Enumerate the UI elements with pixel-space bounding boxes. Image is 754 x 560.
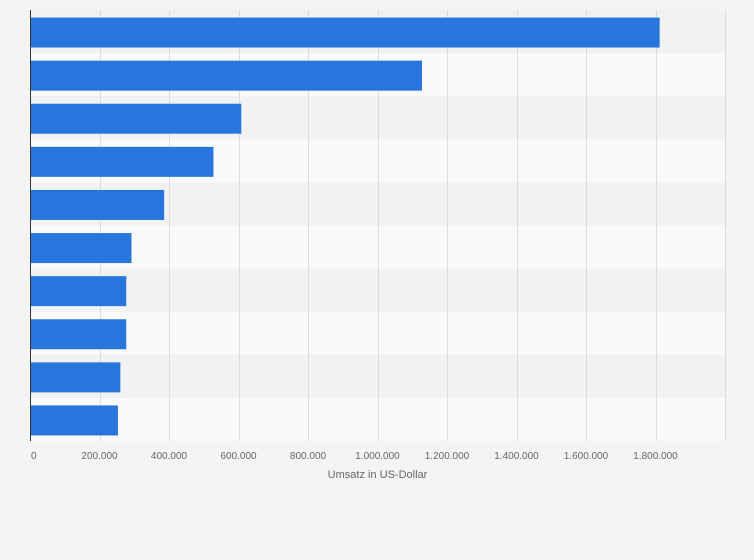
x-tick-label: 1.200.000 bbox=[425, 451, 470, 462]
bar bbox=[30, 146, 214, 177]
bar bbox=[30, 319, 127, 350]
bar bbox=[30, 362, 121, 393]
row-band bbox=[30, 354, 725, 398]
bar bbox=[30, 60, 422, 91]
x-tick-label: 600.000 bbox=[220, 451, 257, 462]
x-tick-label: 400.000 bbox=[151, 451, 188, 462]
x-tick-label: 0 bbox=[31, 451, 37, 462]
x-tick-label: 1.600.000 bbox=[564, 451, 609, 462]
x-tick-label: 1.800.000 bbox=[633, 451, 678, 462]
bar bbox=[30, 189, 165, 220]
bar bbox=[30, 233, 132, 264]
row-band bbox=[30, 397, 725, 441]
bars bbox=[30, 17, 660, 436]
row-band bbox=[30, 225, 725, 269]
bar bbox=[30, 17, 660, 48]
bar bbox=[30, 276, 127, 307]
bar bbox=[30, 405, 118, 436]
x-axis-tick-labels: 0 200.000 400.000 600.000 800.000 1.000.000 1.… bbox=[31, 451, 678, 462]
x-tick-label: 1.400.000 bbox=[494, 451, 539, 462]
x-tick-label: 1.000.000 bbox=[355, 451, 400, 462]
row-band bbox=[30, 268, 725, 312]
row-band bbox=[30, 311, 725, 355]
x-axis-title: Umsatz in US-Dollar bbox=[328, 469, 428, 481]
x-tick-label: 200.000 bbox=[81, 451, 118, 462]
x-tick-label: 800.000 bbox=[290, 451, 327, 462]
bar bbox=[30, 103, 242, 134]
